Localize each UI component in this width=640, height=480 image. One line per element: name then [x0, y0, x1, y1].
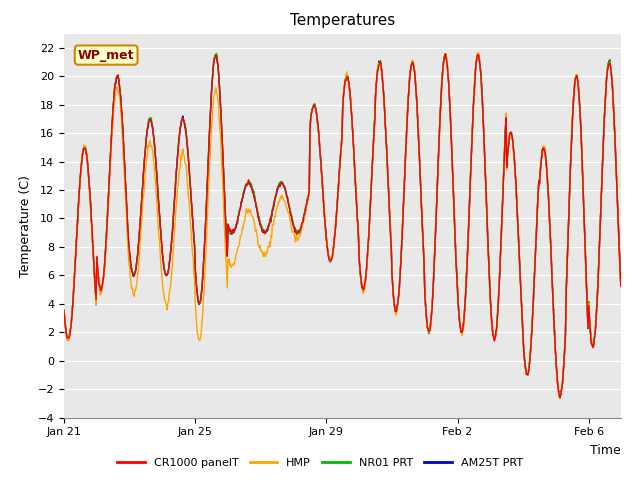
Text: WP_met: WP_met [78, 48, 134, 61]
Legend: CR1000 panelT, HMP, NR01 PRT, AM25T PRT: CR1000 panelT, HMP, NR01 PRT, AM25T PRT [113, 453, 527, 472]
Y-axis label: Temperature (C): Temperature (C) [19, 175, 32, 276]
Text: Time: Time [590, 444, 621, 457]
Title: Temperatures: Temperatures [290, 13, 395, 28]
